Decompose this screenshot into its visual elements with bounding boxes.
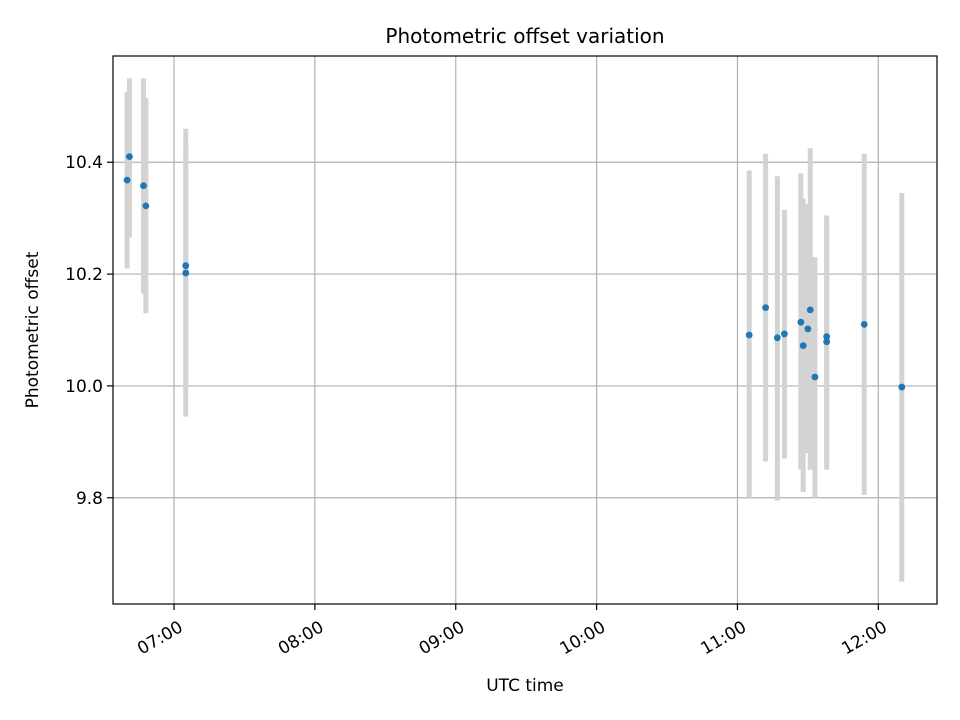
plot-frame (112, 55, 938, 605)
y-tick-label: 10.0 (65, 377, 103, 397)
data-point (140, 182, 147, 190)
y-axis-title: Photometric offset (23, 251, 43, 408)
y-tick-label: 10.4 (65, 153, 103, 173)
data-point (182, 269, 190, 277)
data-points (123, 153, 906, 391)
y-tick-label: 10.2 (65, 265, 103, 285)
data-point (823, 338, 831, 346)
data-point (804, 325, 812, 333)
chart-title: Photometric offset variation (385, 24, 664, 48)
data-point (797, 318, 805, 326)
data-point (773, 334, 781, 342)
data-point (823, 333, 831, 341)
data-point (799, 342, 807, 350)
data-point (806, 306, 814, 314)
data-point (762, 304, 770, 312)
data-point (860, 321, 868, 328)
data-point (745, 331, 753, 339)
data-point (811, 373, 819, 381)
data-point (898, 383, 906, 391)
data-point (123, 176, 131, 184)
data-point (142, 202, 150, 210)
x-axis-title: UTC time (486, 676, 564, 696)
data-point (781, 330, 788, 338)
y-tick-label: 9.8 (76, 489, 103, 509)
data-point (182, 262, 190, 270)
data-point (126, 153, 133, 161)
